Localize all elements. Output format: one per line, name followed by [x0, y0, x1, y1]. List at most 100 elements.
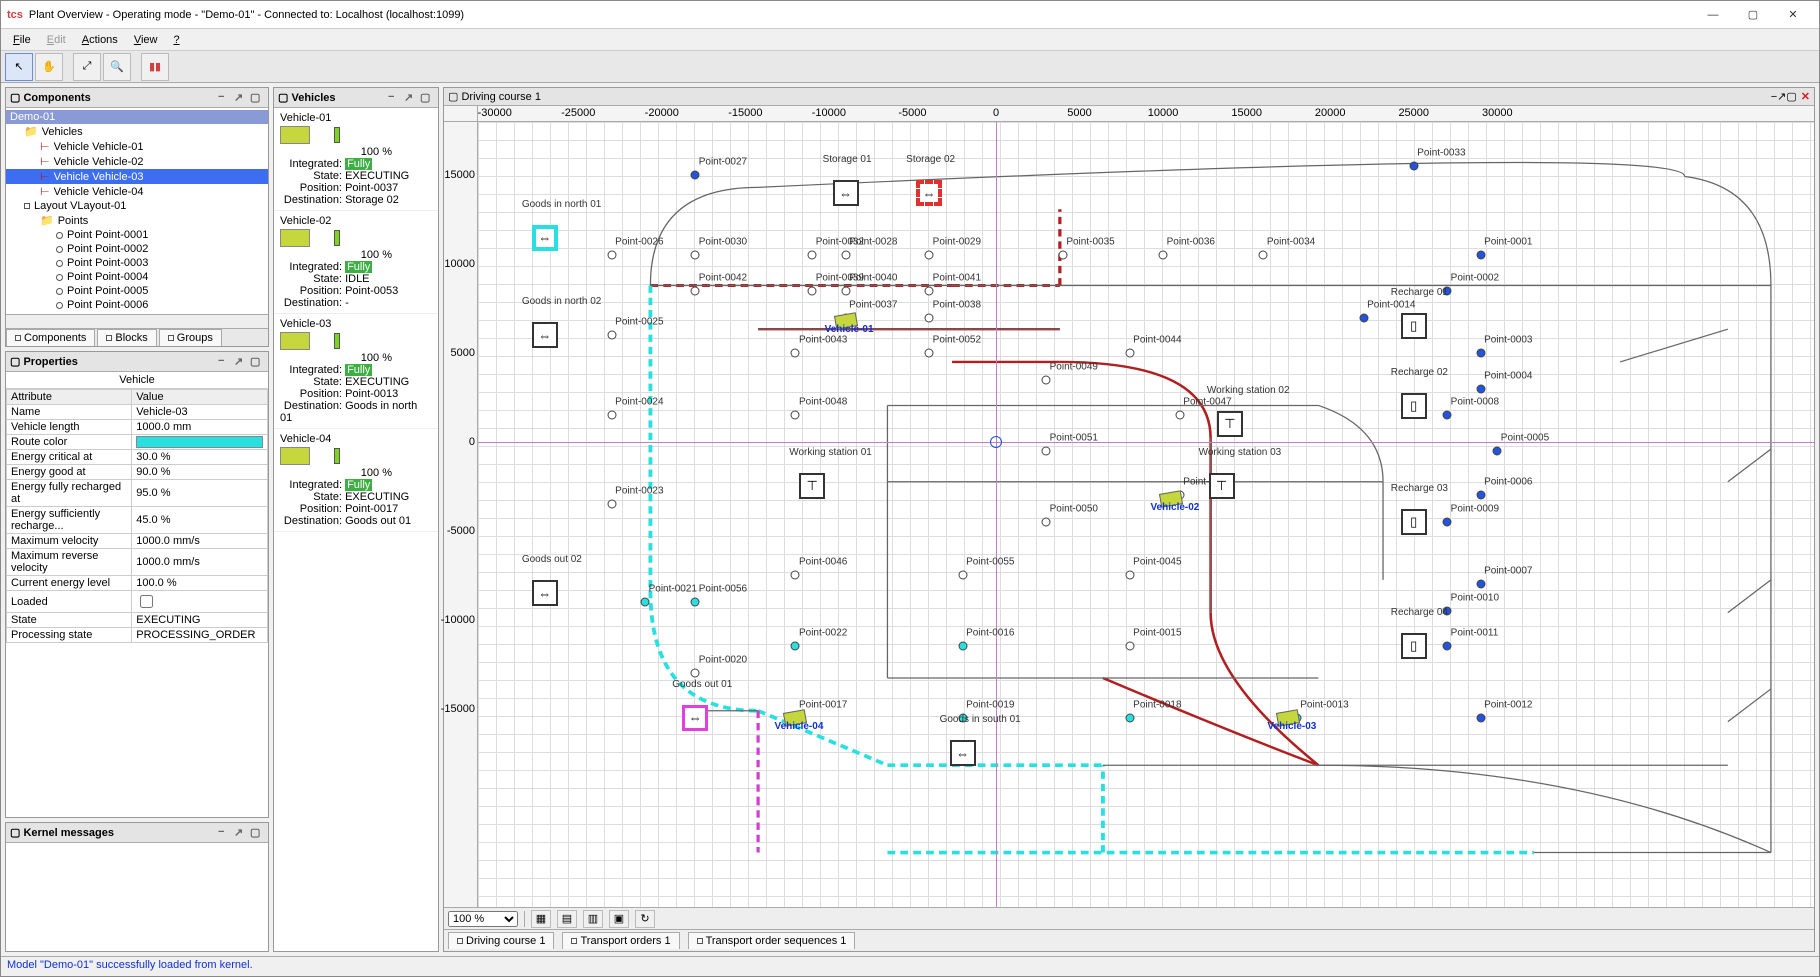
- property-row[interactable]: Energy sufficiently recharge...45.0 %: [7, 507, 268, 534]
- refresh-button[interactable]: ↻: [635, 910, 655, 928]
- grid-toggle-button[interactable]: ▦: [531, 910, 551, 928]
- point-node[interactable]: Point-0041: [925, 286, 934, 295]
- minimize-panel-icon[interactable]: −: [218, 91, 232, 105]
- components-tree[interactable]: Demo-01 📁 Vehicles ⊢ Vehicle Vehicle-01⊢…: [6, 108, 268, 314]
- vehicle-marker[interactable]: Vehicle-02: [1160, 492, 1182, 506]
- close-course-icon[interactable]: ✕: [1801, 90, 1810, 103]
- point-node[interactable]: Point-0021: [641, 598, 650, 607]
- point-node[interactable]: Point-0023: [607, 500, 616, 509]
- point-node[interactable]: Point-0048: [791, 411, 800, 420]
- tab-blocks[interactable]: Blocks: [97, 329, 156, 346]
- tree-vehicle-item[interactable]: ⊢ Vehicle Vehicle-01: [6, 139, 268, 154]
- location-node[interactable]: ⇔Storage 01: [833, 180, 859, 206]
- property-row[interactable]: StateEXECUTING: [7, 613, 268, 628]
- property-row[interactable]: Energy good at90.0 %: [7, 465, 268, 480]
- point-node[interactable]: Point-0026: [607, 251, 616, 260]
- point-node[interactable]: Point-0045: [1125, 571, 1134, 580]
- tree-point-item[interactable]: Point Point-0002: [6, 242, 268, 256]
- maximize-panel-icon[interactable]: ▢: [250, 91, 264, 105]
- tree-point-item[interactable]: Point Point-0003: [6, 256, 268, 270]
- tree-point-item[interactable]: Point Point-0004: [6, 270, 268, 284]
- vehicle-marker[interactable]: Vehicle-01: [835, 314, 857, 328]
- location-node[interactable]: ⇔Goods in north 02: [532, 322, 558, 348]
- point-node[interactable]: Point-0027: [691, 171, 700, 180]
- minimize-button[interactable]: —: [1693, 9, 1733, 21]
- popout-icon[interactable]: ↗: [404, 91, 418, 105]
- location-node[interactable]: ⊤Working station 01: [799, 473, 825, 499]
- property-row[interactable]: Current energy level100.0 %: [7, 576, 268, 591]
- point-node[interactable]: Point-0008: [1443, 411, 1452, 420]
- snap-toggle-button[interactable]: ▣: [609, 910, 629, 928]
- point-node[interactable]: Point-0042: [691, 286, 700, 295]
- point-node[interactable]: Point-0047: [1175, 411, 1184, 420]
- point-node[interactable]: Point-0016: [958, 642, 967, 651]
- maximize-button[interactable]: ▢: [1733, 8, 1773, 21]
- location-node[interactable]: ▯Recharge 04: [1401, 633, 1427, 659]
- point-node[interactable]: Point-0056: [691, 598, 700, 607]
- menu-edit[interactable]: Edit: [39, 32, 74, 48]
- zoom-fit-button[interactable]: ⤢: [73, 53, 101, 81]
- vehicle-card[interactable]: Vehicle-03100 %Integrated: FullyState: E…: [274, 314, 438, 429]
- point-node[interactable]: Point-0052: [925, 349, 934, 358]
- vehicle-marker[interactable]: Vehicle-04: [784, 711, 806, 725]
- point-node[interactable]: Point-0044: [1125, 349, 1134, 358]
- property-row[interactable]: Processing statePROCESSING_ORDER: [7, 628, 268, 643]
- point-node[interactable]: Point-0011: [1443, 642, 1452, 651]
- tab-transport-orders[interactable]: Transport orders 1: [562, 932, 679, 949]
- vehicle-card[interactable]: Vehicle-04100 %Integrated: FullyState: E…: [274, 429, 438, 532]
- minimize-icon[interactable]: −: [218, 355, 232, 369]
- tree-points[interactable]: 📁 Points: [6, 213, 268, 228]
- location-node[interactable]: ▯Recharge 03: [1401, 509, 1427, 535]
- location-node[interactable]: ▯Recharge 02: [1401, 393, 1427, 419]
- point-node[interactable]: Point-0005: [1493, 446, 1502, 455]
- location-node[interactable]: ⇔Goods in south 01: [950, 740, 976, 766]
- popout-panel-icon[interactable]: ↗: [234, 91, 248, 105]
- point-node[interactable]: Point-0024: [607, 411, 616, 420]
- tree-vehicle-item[interactable]: ⊢ Vehicle Vehicle-03: [6, 169, 268, 184]
- point-node[interactable]: Point-0046: [791, 571, 800, 580]
- point-node[interactable]: Point-0015: [1125, 642, 1134, 651]
- point-node[interactable]: Point-0004: [1476, 384, 1485, 393]
- point-node[interactable]: Point-0012: [1476, 713, 1485, 722]
- labels-toggle-button[interactable]: ▤: [557, 910, 577, 928]
- point-node[interactable]: Point-0001: [1476, 251, 1485, 260]
- property-row[interactable]: NameVehicle-03: [7, 405, 268, 420]
- ruler-toggle-button[interactable]: ▥: [583, 910, 603, 928]
- tab-transport-order-sequences[interactable]: Transport order sequences 1: [688, 932, 856, 949]
- location-node[interactable]: ⇔Goods out 01: [682, 705, 708, 731]
- location-node[interactable]: ▯Recharge 01: [1401, 313, 1427, 339]
- tab-groups[interactable]: Groups: [159, 329, 222, 346]
- point-node[interactable]: Point-0032: [808, 251, 817, 260]
- point-node[interactable]: Point-0034: [1259, 251, 1268, 260]
- point-node[interactable]: Point-0039: [808, 286, 817, 295]
- close-button[interactable]: ✕: [1773, 8, 1813, 21]
- popout-icon[interactable]: ↗: [234, 355, 248, 369]
- popout-icon[interactable]: ↗: [1777, 90, 1786, 103]
- menu-actions[interactable]: Actions: [74, 32, 126, 48]
- point-node[interactable]: Point-0043: [791, 349, 800, 358]
- point-node[interactable]: Point-0049: [1042, 375, 1051, 384]
- property-row[interactable]: Maximum reverse velocity1000.0 mm/s: [7, 549, 268, 576]
- point-node[interactable]: Point-0038: [925, 313, 934, 322]
- point-node[interactable]: Point-0055: [958, 571, 967, 580]
- point-node[interactable]: Point-0009: [1443, 518, 1452, 527]
- point-node[interactable]: Point-0022: [791, 642, 800, 651]
- vehicle-marker[interactable]: Vehicle-03: [1277, 711, 1299, 725]
- vehicle-card[interactable]: Vehicle-02100 %Integrated: FullyState: I…: [274, 211, 438, 314]
- point-node[interactable]: Point-0028: [841, 251, 850, 260]
- point-node[interactable]: Point-0051: [1042, 446, 1051, 455]
- point-node[interactable]: Point-0029: [925, 251, 934, 260]
- point-node[interactable]: Point-0030: [691, 251, 700, 260]
- driving-course-canvas[interactable]: Point-0027Point-0033Point-0026Point-0030…: [478, 122, 1814, 907]
- menu-help[interactable]: ?: [165, 32, 187, 48]
- tree-root[interactable]: Demo-01: [6, 110, 268, 124]
- property-row[interactable]: Energy critical at30.0 %: [7, 450, 268, 465]
- point-node[interactable]: Point-0036: [1159, 251, 1168, 260]
- maximize-icon[interactable]: ▢: [250, 355, 264, 369]
- pan-tool-button[interactable]: ✋: [35, 53, 63, 81]
- tree-layout[interactable]: Layout VLayout-01: [6, 199, 268, 213]
- tree-point-item[interactable]: Point Point-0001: [6, 228, 268, 242]
- point-node[interactable]: Point-0014: [1359, 313, 1368, 322]
- zoom-select[interactable]: 100 %: [448, 911, 518, 927]
- loaded-checkbox[interactable]: [140, 595, 153, 608]
